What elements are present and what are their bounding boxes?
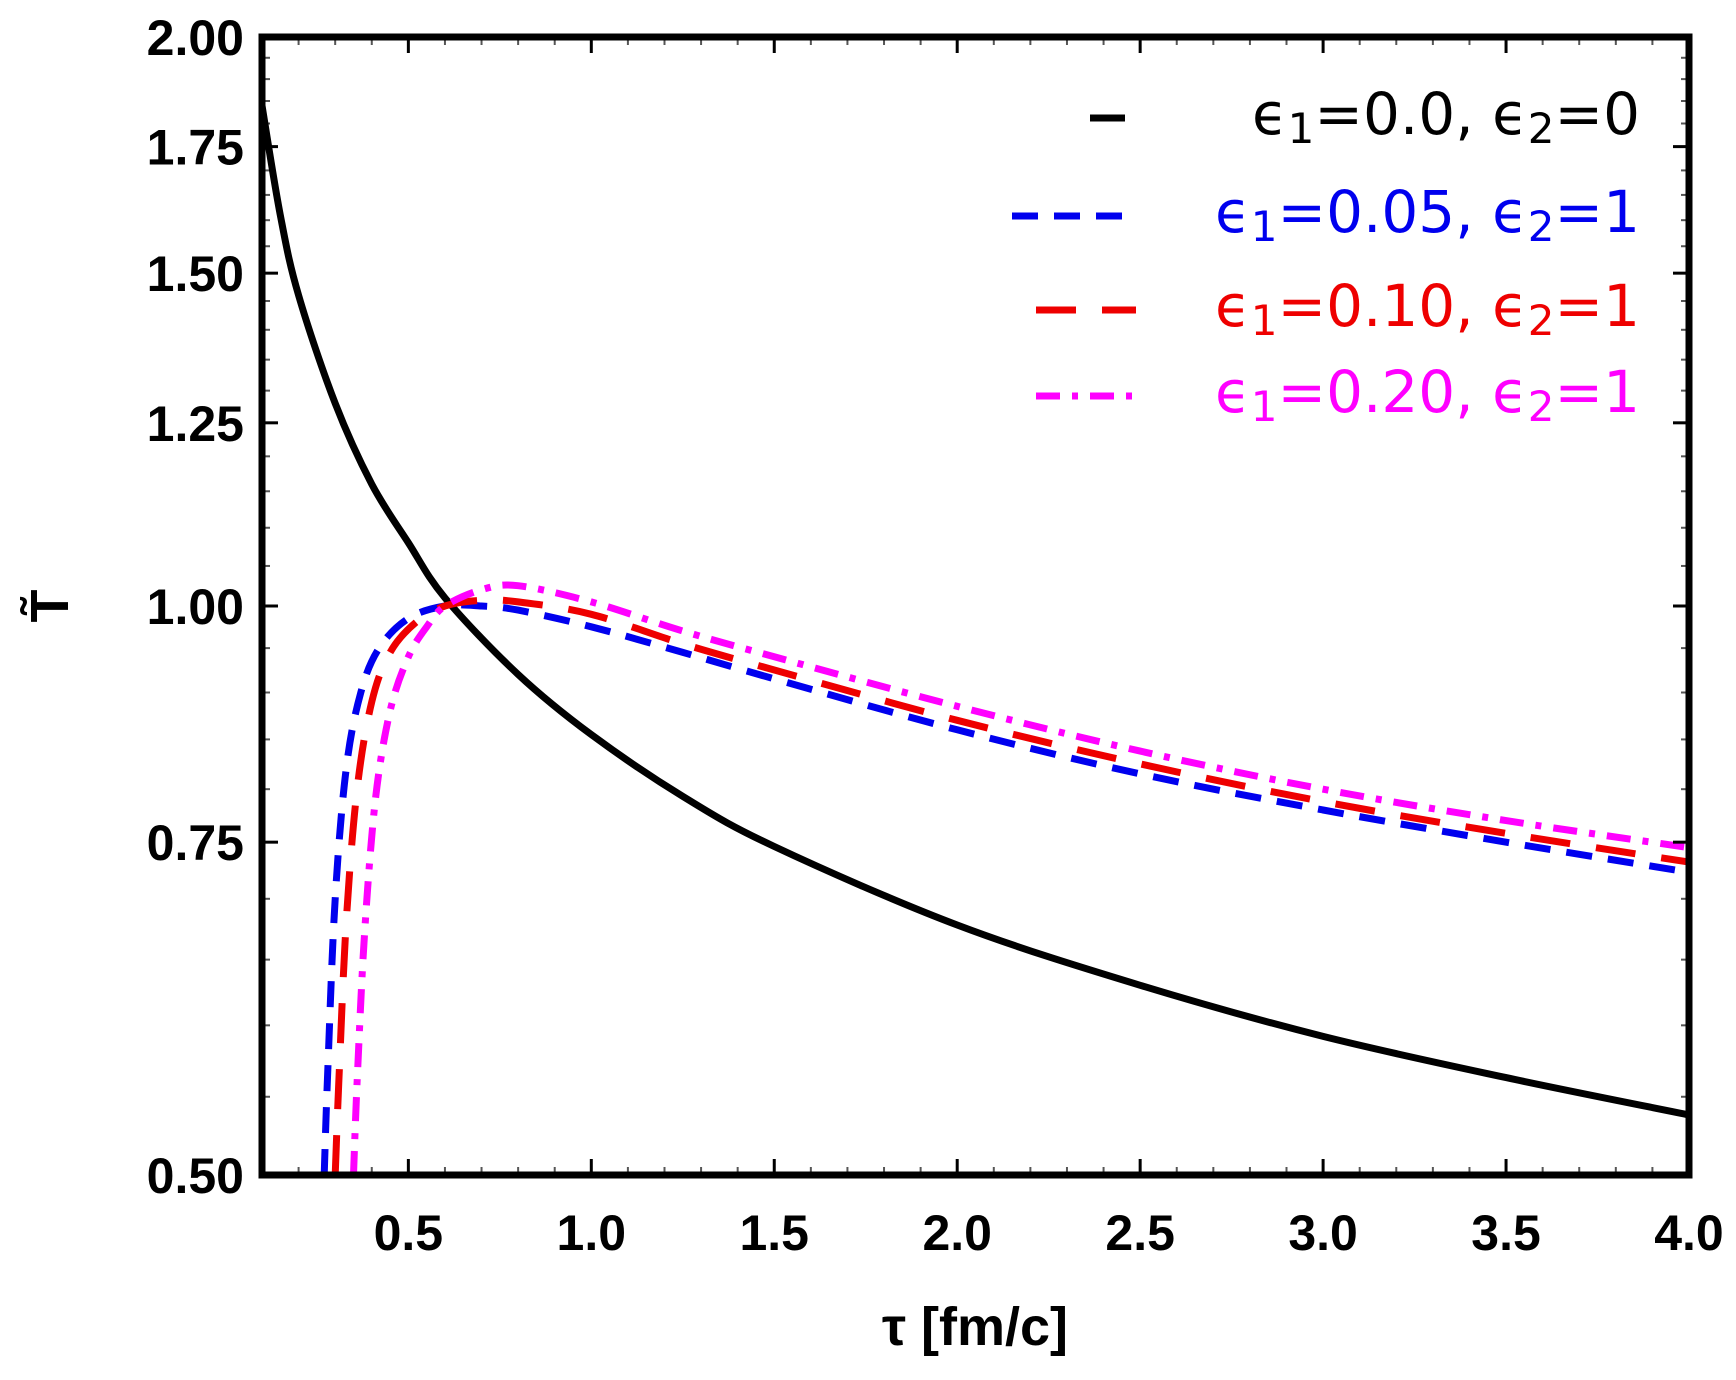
legend-label-part: =0.0, ϵ [1314,80,1527,148]
legend-label-4: ϵ1=0.20, ϵ2=1 [1215,358,1640,431]
legend-label-part: ϵ [1215,272,1251,340]
y-tick-label: 1.00 [147,579,244,635]
y-tick-label: 0.50 [147,1148,244,1204]
legend-label-part: =0.05, ϵ [1277,178,1527,246]
y-axis-ticks: 0.50 0.75 1.00 1.25 1.50 1.75 2.00 [147,10,1689,1204]
y-tick-label: 1.50 [147,246,244,302]
legend-label-part: =0.10, ϵ [1277,272,1527,340]
series-line-4 [350,581,1689,1175]
legend-label-2: ϵ1=0.05, ϵ2=1 [1215,178,1640,251]
series-line-2 [320,601,1689,1175]
x-tick-label: 2.5 [1105,1205,1175,1261]
x-tick-label: 0.5 [374,1205,444,1261]
legend-label-part: 2 [1528,296,1555,345]
legend-label-part: 1 [1288,104,1315,153]
legend-label-part: 2 [1528,104,1555,153]
legend-label-part: 2 [1528,202,1555,251]
legend-label-part: 1 [1251,296,1278,345]
series-line-1 [262,104,1689,1119]
legend-label-3: ϵ1=0.10, ϵ2=1 [1215,272,1640,345]
y-tick-label: 1.25 [147,396,244,452]
y-axis-title: T̃ [20,590,80,623]
legend-label-part: =0.20, ϵ [1277,358,1527,426]
series-group [262,104,1689,1175]
legend-label-part: =1 [1555,178,1641,246]
legend-label-part: =1 [1555,272,1641,340]
legend: ϵ1=0.0, ϵ2=0ϵ1=0.05, ϵ2=1ϵ1=0.10, ϵ2=1ϵ1… [1012,80,1640,431]
legend-label-part: 2 [1528,382,1555,431]
x-tick-label: 3.5 [1471,1205,1541,1261]
legend-label-1: ϵ1=0.0, ϵ2=0 [1252,80,1640,153]
legend-label-part: =0 [1555,80,1641,148]
y-tick-label: 1.75 [147,120,244,176]
x-tick-label: 2.0 [922,1205,992,1261]
x-tick-label: 3.0 [1288,1205,1358,1261]
x-tick-label: 4.0 [1654,1205,1724,1261]
legend-label-part: 1 [1251,382,1278,431]
x-axis-ticks: 0.5 1.0 1.5 2.0 2.5 3.0 3.5 4.0 [374,37,1724,1261]
y-tick-label: 2.00 [147,10,244,66]
legend-label-part: ϵ [1215,178,1251,246]
x-tick-label: 1.0 [557,1205,627,1261]
legend-label-part: =1 [1555,358,1641,426]
series-line-3 [331,596,1689,1175]
legend-label-part: ϵ [1252,80,1288,148]
x-tick-label: 1.5 [739,1205,809,1261]
x-axis-title: τ [fm/c] [882,1297,1068,1357]
legend-label-part: 1 [1251,202,1278,251]
y-tick-label: 0.75 [147,815,244,871]
legend-label-part: ϵ [1215,358,1251,426]
